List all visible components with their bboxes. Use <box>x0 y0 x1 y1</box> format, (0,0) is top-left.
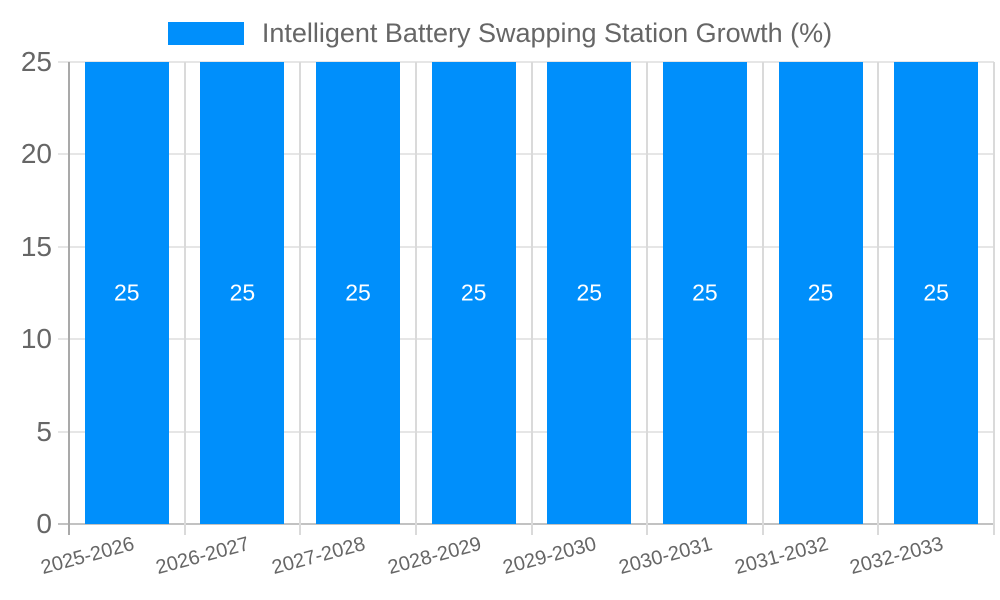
x-boundary-line <box>68 62 70 535</box>
bar[interactable]: 25 <box>200 62 285 524</box>
x-boundary-line <box>530 62 533 535</box>
y-grid-line <box>58 61 994 63</box>
bar[interactable]: 25 <box>316 62 401 524</box>
x-boundary-line <box>299 62 302 535</box>
bar-value-label: 25 <box>576 279 603 306</box>
bar-value-label: 25 <box>923 279 949 306</box>
y-grid-line <box>58 338 994 341</box>
x-boundary-line <box>183 62 186 535</box>
bar[interactable]: 25 <box>662 62 747 524</box>
y-tick-label: 15 <box>20 230 52 262</box>
bar[interactable]: 25 <box>778 62 863 524</box>
y-tick-label: 10 <box>20 323 52 355</box>
bar[interactable]: 25 <box>431 62 516 524</box>
y-grid-line <box>58 430 994 433</box>
y-grid-line <box>58 153 994 156</box>
y-tick-label: 20 <box>20 138 52 170</box>
legend: Intelligent Battery Swapping Station Gro… <box>0 16 1000 50</box>
y-grid-line <box>58 245 994 248</box>
y-tick-label: 5 <box>36 415 52 447</box>
bar[interactable]: 25 <box>894 62 979 524</box>
y-tick-label: 25 <box>20 46 52 77</box>
x-boundary-line <box>993 62 995 535</box>
x-boundary-line <box>646 62 649 535</box>
bar-value-label: 25 <box>807 279 834 306</box>
bar-value-label: 25 <box>114 279 140 306</box>
bar-value-label: 25 <box>229 279 256 306</box>
y-tick-label: 0 <box>36 508 52 539</box>
legend-item[interactable]: Intelligent Battery Swapping Station Gro… <box>167 17 833 49</box>
bar-value-label: 25 <box>692 279 718 306</box>
bar-value-label: 25 <box>460 279 487 306</box>
x-boundary-line <box>877 62 880 535</box>
bar[interactable]: 25 <box>547 62 632 524</box>
x-boundary-line <box>414 62 417 535</box>
y-grid-line <box>58 523 994 525</box>
legend-swatch-icon <box>167 21 244 45</box>
x-boundary-line <box>761 62 764 535</box>
bar[interactable]: 25 <box>84 62 169 524</box>
bar-value-label: 25 <box>345 279 371 306</box>
legend-label: Intelligent Battery Swapping Station Gro… <box>261 17 833 48</box>
